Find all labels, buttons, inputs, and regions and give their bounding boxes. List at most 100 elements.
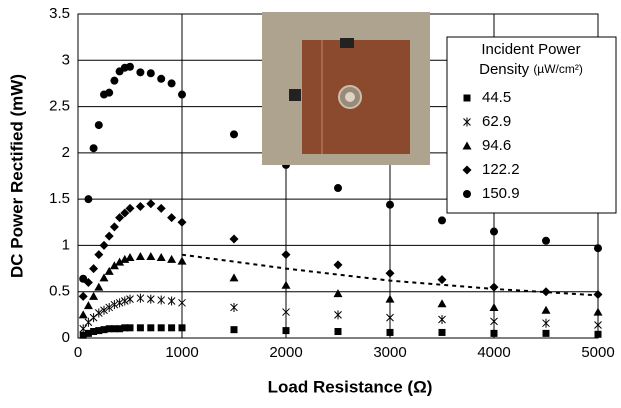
marker-square (334, 328, 342, 336)
marker-triangle (156, 252, 166, 261)
marker-x (146, 294, 155, 304)
marker-circle (334, 184, 342, 193)
marker-diamond (104, 231, 114, 241)
marker-x (120, 296, 129, 306)
marker-triangle (333, 289, 343, 298)
marker-circle (386, 200, 394, 209)
marker-diamond (437, 275, 447, 285)
y-tick-label: 2.5 (49, 98, 70, 115)
marker-square (100, 326, 108, 334)
marker-square (594, 330, 602, 338)
marker-square (95, 327, 103, 335)
legend-title-unit: (µW/cm²) (533, 62, 583, 76)
marker-diamond (167, 213, 177, 223)
marker-square (168, 324, 176, 332)
marker-triangle (146, 252, 156, 261)
marker-diamond (462, 165, 472, 175)
legend-title: Density (µW/cm²) (479, 61, 583, 78)
marker-x (463, 117, 471, 127)
marker-x (542, 318, 550, 328)
marker-diamond (89, 264, 99, 274)
x-tick-label: 4000 (477, 344, 510, 361)
y-tick-label: 3.5 (49, 5, 70, 22)
marker-x (110, 300, 119, 310)
marker-circle (157, 74, 166, 83)
marker-triangle (385, 294, 395, 303)
marker-x (178, 298, 186, 308)
marker-triangle (115, 257, 125, 266)
marker-diamond (229, 234, 239, 244)
marker-diamond (281, 250, 291, 260)
marker-circle (167, 79, 176, 88)
marker-square (121, 324, 129, 332)
marker-circle (542, 236, 550, 245)
marker-square (157, 324, 165, 332)
legend-label: 62.9 (482, 113, 511, 130)
legend-box (446, 36, 617, 214)
marker-circle (136, 68, 145, 77)
marker-triangle (78, 310, 88, 319)
marker-triangle (281, 280, 291, 289)
marker-square (282, 327, 290, 335)
marker-square (136, 324, 144, 332)
marker-triangle (541, 305, 551, 314)
marker-x (136, 293, 145, 303)
marker-circle (84, 195, 93, 204)
y-tick-label: 1 (62, 236, 70, 253)
legend-title-part: Density (479, 61, 530, 78)
inset-photo (262, 12, 430, 165)
marker-square (84, 329, 92, 337)
y-tick-label: 0 (62, 329, 70, 346)
marker-circle (110, 76, 119, 85)
legend-label: 122.2 (482, 161, 520, 178)
marker-square (110, 325, 118, 333)
marker-diamond (541, 287, 551, 297)
marker-triangle (489, 302, 499, 311)
marker-x (167, 296, 176, 306)
marker-circle (79, 274, 88, 283)
marker-square (386, 328, 394, 336)
marker-x (594, 320, 602, 330)
marker-diamond (135, 202, 145, 212)
legend-label: 150.9 (482, 185, 520, 202)
marker-x (490, 316, 498, 326)
marker-square (79, 331, 87, 339)
marker-triangle (593, 307, 603, 316)
marker-x (115, 298, 124, 308)
legend-label: 44.5 (482, 89, 511, 106)
marker-square (105, 325, 113, 333)
marker-square (147, 324, 155, 332)
trend-line (181, 253, 599, 297)
marker-triangle (104, 266, 114, 275)
marker-triangle (135, 252, 145, 261)
marker-triangle (109, 261, 119, 270)
legend-label: 94.6 (482, 137, 511, 154)
marker-diamond (109, 222, 119, 232)
marker-triangle (94, 282, 104, 291)
marker-square (90, 328, 98, 336)
marker-square (178, 324, 186, 332)
marker-x (126, 294, 134, 304)
marker-diamond (333, 260, 343, 270)
y-tick-label: 1.5 (49, 190, 70, 207)
marker-circle (230, 130, 238, 139)
marker-x (100, 305, 108, 315)
marker-triangle (83, 301, 93, 310)
marker-x (105, 302, 114, 312)
marks (78, 62, 603, 339)
marker-square (126, 324, 134, 332)
marker-triangle (462, 141, 472, 150)
marker-triangle (167, 254, 177, 263)
marker-diamond (120, 208, 130, 218)
marker-diamond (78, 291, 88, 301)
marker-diamond (489, 282, 499, 292)
marker-x (438, 314, 446, 324)
marker-square (116, 325, 124, 333)
marker-square (490, 329, 498, 337)
marker-circle (463, 190, 471, 198)
marker-diamond (156, 203, 166, 213)
marker-circle (146, 69, 155, 78)
marker-diamond (146, 199, 156, 209)
marker-circle (126, 62, 134, 71)
